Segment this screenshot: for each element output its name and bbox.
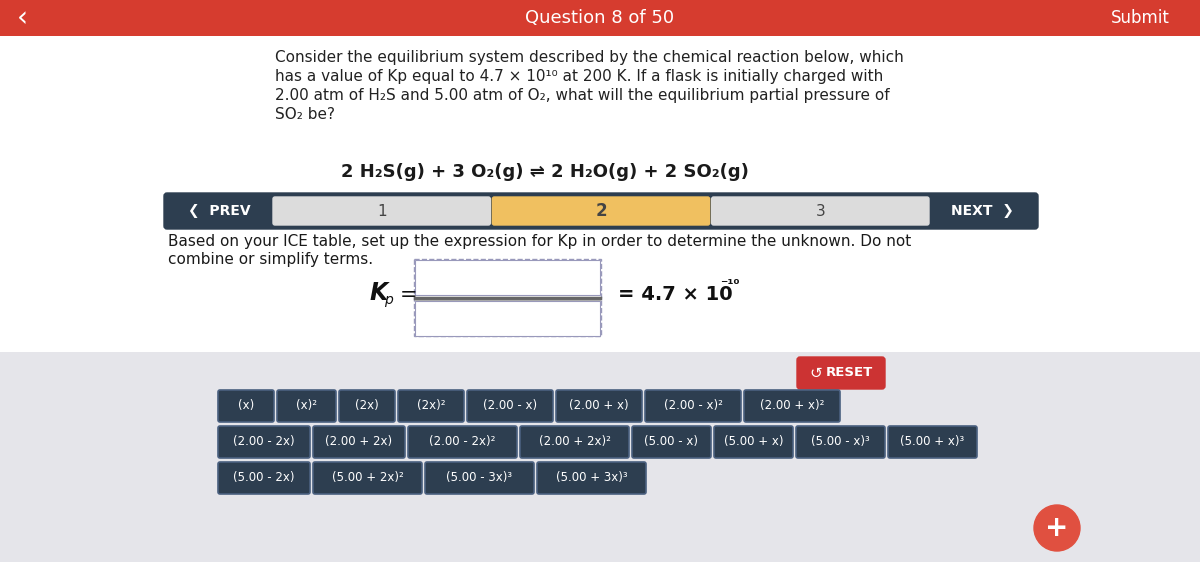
Text: =: = xyxy=(400,285,418,305)
Text: (5.00 + x)³: (5.00 + x)³ xyxy=(900,436,965,448)
FancyBboxPatch shape xyxy=(414,259,601,336)
Text: (5.00 + 2x)²: (5.00 + 2x)² xyxy=(331,472,403,484)
Text: (2.00 - x)²: (2.00 - x)² xyxy=(664,400,722,413)
FancyBboxPatch shape xyxy=(340,390,395,422)
Bar xyxy=(0,0,1200,36)
Text: (5.00 - 3x)³: (5.00 - 3x)³ xyxy=(446,472,512,484)
Text: (2.00 + 2x): (2.00 + 2x) xyxy=(325,436,392,448)
Text: ↺: ↺ xyxy=(810,365,822,380)
FancyBboxPatch shape xyxy=(632,426,710,458)
Circle shape xyxy=(1034,505,1080,551)
Text: Submit: Submit xyxy=(1111,9,1170,27)
Text: 2 H₂S(g) + 3 O₂(g) ⇌ 2 H₂O(g) + 2 SO₂(g): 2 H₂S(g) + 3 O₂(g) ⇌ 2 H₂O(g) + 2 SO₂(g) xyxy=(341,163,749,181)
FancyBboxPatch shape xyxy=(218,426,310,458)
FancyBboxPatch shape xyxy=(538,462,646,494)
FancyBboxPatch shape xyxy=(492,197,709,225)
Bar xyxy=(0,352,1200,562)
FancyBboxPatch shape xyxy=(712,197,929,225)
FancyBboxPatch shape xyxy=(714,426,793,458)
Text: 2.00 atm of H₂S and 5.00 atm of O₂, what will the equilibrium partial pressure o: 2.00 atm of H₂S and 5.00 atm of O₂, what… xyxy=(275,88,889,103)
Text: ‹: ‹ xyxy=(17,4,28,32)
Text: (5.00 - x)³: (5.00 - x)³ xyxy=(811,436,870,448)
FancyBboxPatch shape xyxy=(274,197,491,225)
Text: +: + xyxy=(1045,514,1069,542)
Text: = 4.7 × 10: = 4.7 × 10 xyxy=(618,285,733,305)
Text: (5.00 - 2x): (5.00 - 2x) xyxy=(233,472,295,484)
Text: (2x)²: (2x)² xyxy=(416,400,445,413)
Text: (2x): (2x) xyxy=(355,400,379,413)
Text: SO₂ be?: SO₂ be? xyxy=(275,107,335,122)
Text: (5.00 + 3x)³: (5.00 + 3x)³ xyxy=(556,472,628,484)
FancyBboxPatch shape xyxy=(888,426,977,458)
FancyBboxPatch shape xyxy=(797,357,886,389)
Text: (x): (x) xyxy=(238,400,254,413)
FancyBboxPatch shape xyxy=(646,390,742,422)
FancyBboxPatch shape xyxy=(164,193,1038,229)
Text: has a value of Kp equal to 4.7 × 10¹⁰ at 200 K. If a flask is initially charged : has a value of Kp equal to 4.7 × 10¹⁰ at… xyxy=(275,69,883,84)
Text: RESET: RESET xyxy=(826,366,872,379)
FancyBboxPatch shape xyxy=(218,462,310,494)
Text: (2.00 - x): (2.00 - x) xyxy=(482,400,538,413)
FancyBboxPatch shape xyxy=(744,390,840,422)
Text: combine or simplify terms.: combine or simplify terms. xyxy=(168,252,373,267)
FancyBboxPatch shape xyxy=(467,390,553,422)
Text: 2: 2 xyxy=(595,202,607,220)
Text: ⁻¹⁰: ⁻¹⁰ xyxy=(720,278,739,292)
Text: (2.00 - 2x)²: (2.00 - 2x)² xyxy=(430,436,496,448)
Text: (2.00 + x): (2.00 + x) xyxy=(569,400,629,413)
Text: NEXT  ❯: NEXT ❯ xyxy=(952,204,1014,218)
FancyBboxPatch shape xyxy=(796,426,886,458)
Text: 1: 1 xyxy=(377,203,386,219)
FancyBboxPatch shape xyxy=(425,462,534,494)
FancyBboxPatch shape xyxy=(408,426,517,458)
Text: (2.00 + x)²: (2.00 + x)² xyxy=(760,400,824,413)
Text: (2.00 + 2x)²: (2.00 + 2x)² xyxy=(539,436,611,448)
FancyBboxPatch shape xyxy=(313,426,406,458)
Bar xyxy=(415,260,600,295)
Text: Question 8 of 50: Question 8 of 50 xyxy=(526,9,674,27)
FancyBboxPatch shape xyxy=(520,426,629,458)
Text: K: K xyxy=(370,281,389,305)
Text: (5.00 + x): (5.00 + x) xyxy=(724,436,784,448)
FancyBboxPatch shape xyxy=(218,390,274,422)
Text: (2.00 - 2x): (2.00 - 2x) xyxy=(233,436,295,448)
FancyBboxPatch shape xyxy=(277,390,336,422)
Text: 3: 3 xyxy=(816,203,826,219)
Text: ❮  PREV: ❮ PREV xyxy=(188,204,251,218)
Text: Based on your ICE table, set up the expression for Kp in order to determine the : Based on your ICE table, set up the expr… xyxy=(168,234,911,249)
Text: Consider the equilibrium system described by the chemical reaction below, which: Consider the equilibrium system describe… xyxy=(275,50,904,65)
Text: (x)²: (x)² xyxy=(296,400,317,413)
FancyBboxPatch shape xyxy=(313,462,422,494)
FancyBboxPatch shape xyxy=(398,390,464,422)
Bar xyxy=(415,301,600,336)
Text: p: p xyxy=(384,293,392,307)
FancyBboxPatch shape xyxy=(556,390,642,422)
Text: (5.00 - x): (5.00 - x) xyxy=(644,436,698,448)
